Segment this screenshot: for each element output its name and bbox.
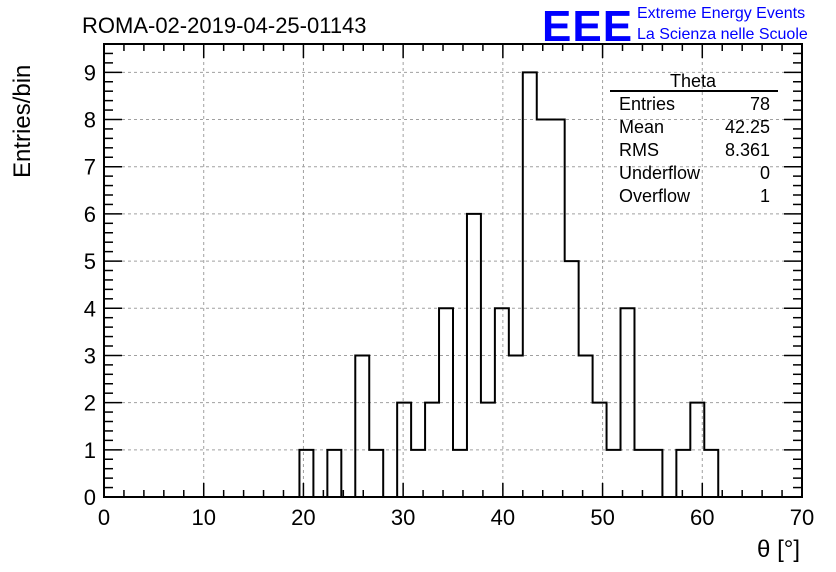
histogram-bin [607, 450, 621, 497]
x-tick-label: 30 [391, 505, 415, 530]
histogram-bin [411, 450, 425, 497]
histogram-bin [579, 355, 593, 497]
histogram-bin [453, 450, 467, 497]
y-tick-label: 0 [84, 485, 96, 510]
stats-label: Underflow [619, 163, 701, 183]
y-tick-label: 7 [84, 155, 96, 180]
histogram-bin [355, 355, 369, 497]
stats-value: 1 [760, 186, 770, 206]
stats-value: 78 [750, 94, 770, 114]
x-tick-label: 10 [191, 505, 215, 530]
stats-label: Mean [619, 117, 664, 137]
stats-name: Theta [670, 71, 717, 91]
logo-line-1: Extreme Energy Events [637, 5, 805, 22]
y-axis-title: Entries/bin [9, 65, 36, 178]
histogram-outline [104, 71, 802, 498]
y-tick-label: 4 [84, 296, 96, 321]
x-tick-label: 50 [590, 505, 614, 530]
x-tick-label: 40 [491, 505, 515, 530]
histogram-bin [369, 450, 383, 497]
histogram-bin [676, 450, 690, 497]
y-tick-label: 1 [84, 438, 96, 463]
histogram-bin [704, 450, 718, 497]
y-tick-label: 3 [84, 343, 96, 368]
x-axis-title: θ [°] [757, 536, 800, 563]
logo-line-2: La Scienza nelle Scuole [637, 26, 808, 43]
histogram-bin [565, 261, 579, 497]
stats-rows: Entries 78 Mean 42.25 RMS 8.361 Underflow 0 Over… [619, 94, 770, 206]
y-tick-label: 9 [84, 60, 96, 85]
x-tick-label: 20 [291, 505, 315, 530]
run-title: ROMA-02-2019-04-25-01143 [82, 13, 367, 38]
x-tick-label: 70 [790, 505, 814, 530]
stats-label: RMS [619, 140, 659, 160]
histogram-bin [299, 450, 313, 497]
x-axis-ticks: 0 10 20 30 40 50 60 70 [98, 44, 814, 530]
y-tick-label: 6 [84, 202, 96, 227]
histogram-bin [523, 72, 537, 497]
stats-label: Entries [619, 94, 675, 114]
y-tick-label: 5 [84, 249, 96, 274]
histogram-bin [327, 450, 341, 497]
stats-value: 8.361 [725, 140, 770, 160]
x-tick-label: 60 [690, 505, 714, 530]
histogram-bin [648, 450, 662, 497]
stats-value: 42.25 [725, 117, 770, 137]
stats-box: Theta Entries 78 Mean 42.25 RMS 8.361 Underflo… [610, 71, 778, 206]
eee-logo: EEE Extreme Energy Events La Scienza nel… [542, 2, 808, 51]
histogram-bin [634, 450, 648, 497]
logo-text: EEE [542, 2, 633, 51]
stats-value: 0 [760, 163, 770, 183]
x-tick-label: 0 [98, 505, 110, 530]
y-tick-label: 8 [84, 108, 96, 133]
stats-label: Overflow [619, 186, 691, 206]
y-tick-label: 2 [84, 391, 96, 416]
histogram-bin [509, 355, 523, 497]
